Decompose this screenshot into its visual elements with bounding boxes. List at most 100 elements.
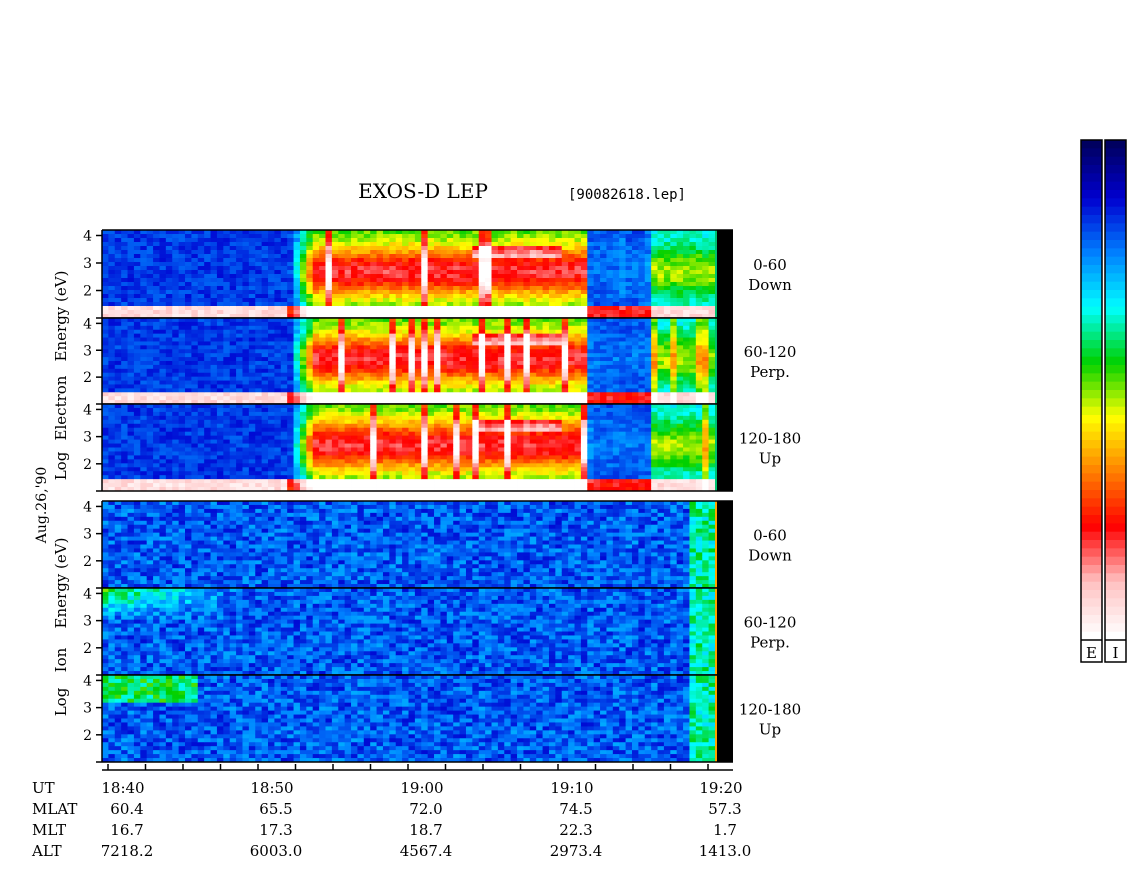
spectrogram-cell bbox=[165, 238, 173, 243]
spectrogram-cell bbox=[702, 282, 710, 287]
spectrogram-cell bbox=[223, 423, 231, 429]
spectrogram-cell bbox=[197, 337, 205, 342]
spectrogram-cell bbox=[133, 306, 141, 311]
spectrogram-cell bbox=[657, 396, 665, 401]
spectrogram-cell bbox=[478, 286, 486, 291]
spectrogram-cell bbox=[708, 230, 716, 235]
spectrogram-cell bbox=[446, 306, 454, 311]
spectrogram-cell bbox=[146, 337, 154, 342]
spectrogram-cell bbox=[248, 396, 256, 401]
spectrogram-cell bbox=[229, 376, 237, 381]
spectrogram-cell bbox=[274, 262, 282, 267]
spectrogram-cell bbox=[523, 238, 531, 243]
spectrogram-cell bbox=[261, 246, 269, 251]
spectrogram-cell bbox=[191, 262, 199, 267]
spectrogram-cell bbox=[363, 325, 371, 331]
spectrogram-cell bbox=[370, 310, 377, 315]
spectrogram-cell bbox=[708, 262, 716, 267]
spectrogram-cell bbox=[293, 361, 301, 366]
spectrogram-cell bbox=[708, 258, 716, 263]
spectrogram-cell bbox=[242, 341, 250, 346]
spectrogram-cell bbox=[325, 364, 333, 370]
spectrogram-cell bbox=[146, 262, 154, 267]
spectrogram-cell bbox=[172, 361, 180, 366]
spectrogram-cell bbox=[670, 250, 678, 255]
spectrogram-cell bbox=[657, 384, 665, 389]
spectrogram-cell bbox=[363, 290, 371, 295]
spectrogram-cell bbox=[657, 337, 665, 342]
spectrogram-cell bbox=[670, 321, 678, 327]
spectrogram-cell bbox=[631, 353, 639, 358]
spectrogram-cell bbox=[319, 282, 326, 287]
spectrogram-cell bbox=[504, 388, 512, 393]
spectrogram-cell bbox=[434, 246, 441, 251]
spectrogram-cell bbox=[612, 262, 620, 267]
spectrogram-cell bbox=[274, 333, 282, 338]
spectrogram-cell bbox=[472, 368, 480, 374]
spectrogram-cell bbox=[434, 274, 441, 279]
spectrogram-cell bbox=[165, 404, 173, 409]
spectrogram-cell bbox=[485, 349, 492, 354]
spectrogram-cell bbox=[299, 250, 307, 255]
spectrogram-cell bbox=[376, 314, 384, 319]
spectrogram-cell bbox=[242, 487, 250, 492]
spectrogram-cell bbox=[274, 439, 282, 444]
spectrogram-cell bbox=[268, 475, 275, 480]
spectrogram-cell bbox=[312, 278, 320, 283]
spectrogram-cell bbox=[216, 238, 224, 243]
spectrogram-cell bbox=[274, 302, 282, 307]
spectrogram-cell bbox=[600, 364, 607, 370]
spectrogram-cell bbox=[185, 337, 192, 342]
spectrogram-cell bbox=[555, 242, 563, 247]
spectrogram-cell bbox=[580, 372, 588, 378]
spectrogram-cell bbox=[427, 294, 435, 299]
spectrogram-cell bbox=[319, 349, 326, 354]
spectrogram-cell bbox=[331, 325, 339, 331]
spectrogram-cell bbox=[114, 230, 122, 235]
spectrogram-cell bbox=[248, 400, 256, 405]
spectrogram-cell bbox=[165, 310, 173, 315]
spectrogram-cell bbox=[344, 306, 352, 311]
spectrogram-cell bbox=[172, 435, 180, 440]
spectrogram-cell bbox=[446, 230, 454, 235]
spectrogram-cell bbox=[197, 242, 205, 247]
spectrogram-cell bbox=[695, 290, 703, 295]
spectrogram-cell bbox=[600, 396, 607, 401]
spectrogram-cell bbox=[274, 463, 282, 468]
spectrogram-cell bbox=[248, 471, 256, 476]
spectrogram-cell bbox=[185, 392, 192, 397]
spectrogram-cell bbox=[197, 258, 205, 263]
spectrogram-cell bbox=[638, 396, 646, 401]
spectrogram-cell bbox=[376, 238, 384, 243]
spectrogram-cell bbox=[555, 349, 563, 354]
spectrogram-cell bbox=[485, 325, 492, 331]
spectrogram-cell bbox=[408, 258, 416, 263]
spectrogram-cell bbox=[319, 384, 326, 389]
spectrogram-cell bbox=[600, 254, 607, 259]
spectrogram-cell bbox=[363, 318, 371, 323]
spectrogram-cell bbox=[172, 341, 180, 346]
spectrogram-cell bbox=[280, 270, 288, 275]
spectrogram-cell bbox=[153, 376, 160, 381]
spectrogram-cell bbox=[242, 411, 250, 417]
spectrogram-cell bbox=[299, 487, 307, 492]
spectrogram-cell bbox=[102, 234, 109, 239]
spectrogram-cell bbox=[363, 380, 371, 385]
spectrogram-cell bbox=[663, 230, 671, 235]
spectrogram-cell bbox=[229, 298, 237, 303]
spectrogram-cell bbox=[702, 270, 710, 275]
spectrogram-cell bbox=[702, 357, 710, 362]
spectrogram-cell bbox=[127, 439, 135, 444]
spectrogram-cell bbox=[702, 294, 710, 299]
spectrogram-cell bbox=[280, 415, 288, 421]
spectrogram-cell bbox=[293, 427, 301, 433]
spectrogram-cell bbox=[210, 230, 218, 235]
spectrogram-cell bbox=[108, 435, 116, 440]
spectrogram-cell bbox=[472, 337, 480, 342]
spectrogram-cell bbox=[548, 290, 556, 295]
spectrogram-cell bbox=[312, 286, 320, 291]
spectrogram-cell bbox=[568, 321, 575, 327]
spectrogram-cell bbox=[242, 274, 250, 279]
spectrogram-cell bbox=[121, 302, 128, 307]
spectrogram-cell bbox=[619, 392, 627, 397]
